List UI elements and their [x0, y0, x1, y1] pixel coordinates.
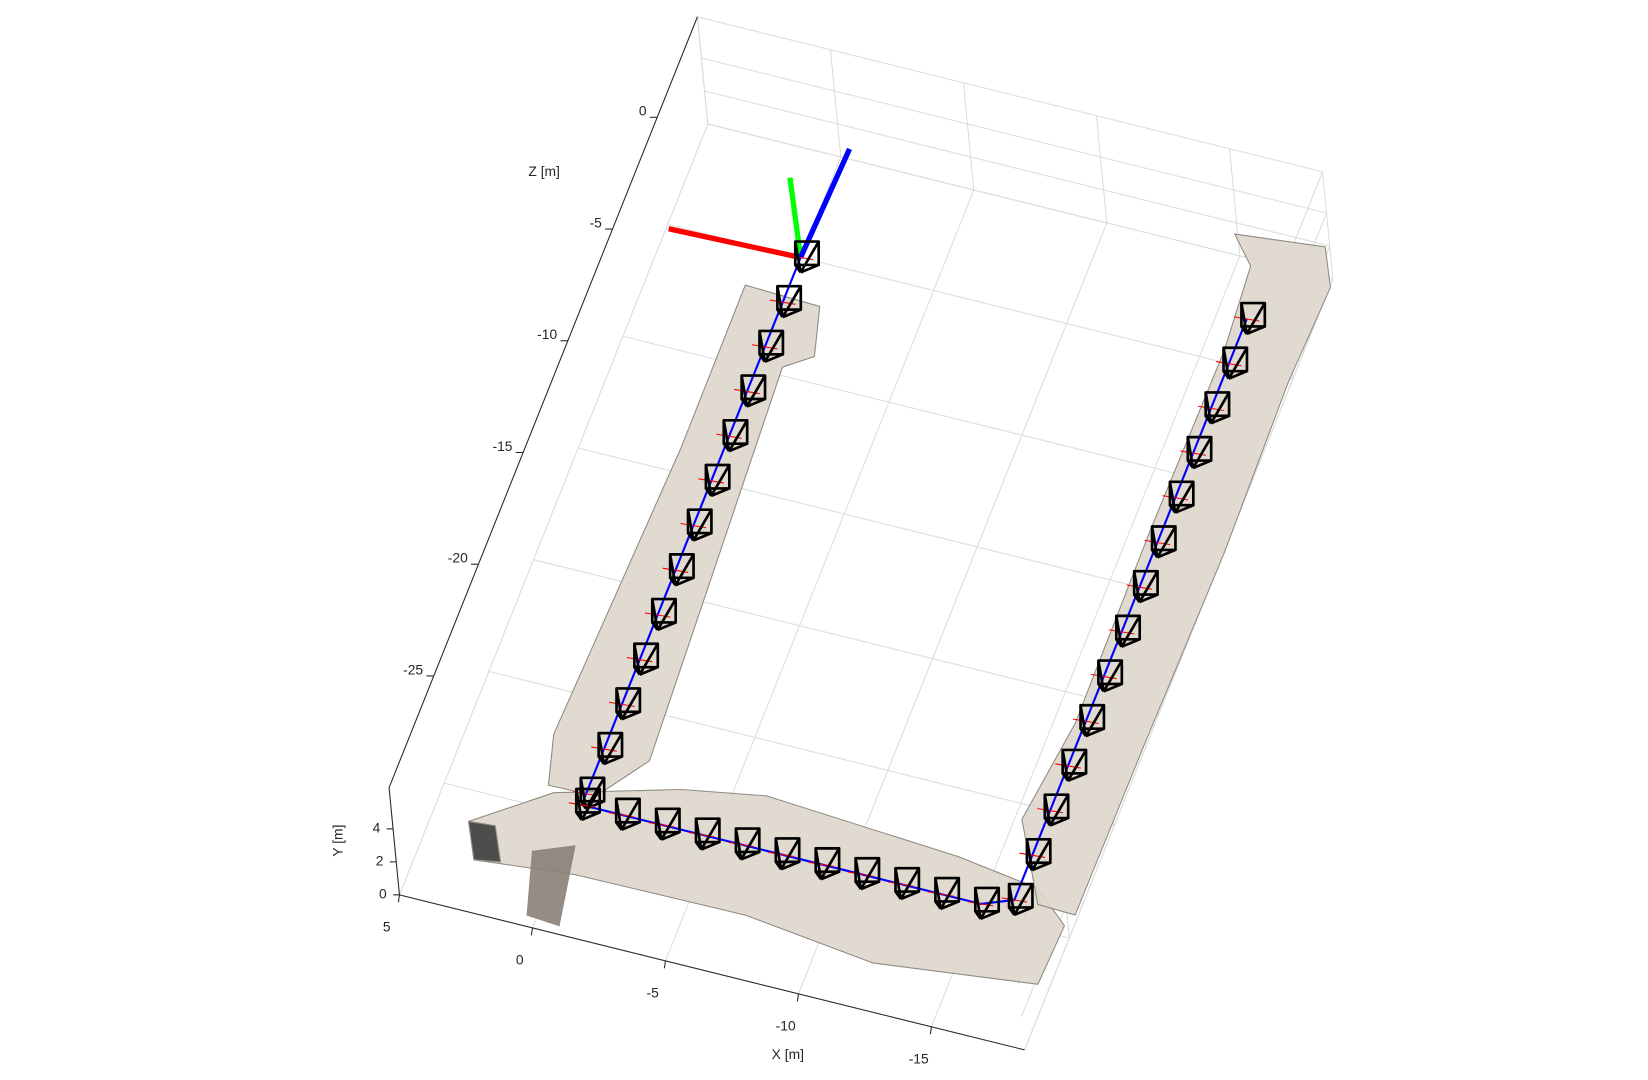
z-axis [388, 16, 698, 788]
x-tick [397, 894, 400, 903]
camera-pose [574, 787, 602, 822]
box-edge [1322, 171, 1334, 280]
camera-pose [934, 876, 961, 911]
camera-pose [1025, 838, 1052, 872]
y-tick-label: 2 [376, 853, 384, 869]
camera-pose [1079, 703, 1106, 738]
y-tick-label: 4 [373, 820, 381, 836]
grid-line [696, 16, 709, 125]
corridor-bottom [468, 788, 1066, 985]
axes: 5 0 -5 -10 -15 4 2 0 0 -5 -10 -15 -20 -25 [373, 16, 1025, 1066]
z-tick-label: -15 [493, 438, 513, 454]
camera-pose [704, 463, 731, 498]
camera-pose [793, 240, 821, 274]
camera-pose [1132, 569, 1159, 604]
origin-axis-x [668, 226, 802, 261]
camera-pose [1168, 480, 1195, 514]
camera-pose [633, 642, 660, 676]
camera-pose [894, 866, 921, 901]
camera-pose [740, 374, 767, 408]
point-cloud [467, 233, 1332, 985]
camera-pose [694, 817, 721, 851]
y-axis-label: Y [m] [329, 825, 345, 857]
y-tick-label: 0 [379, 886, 387, 902]
camera-pose [614, 797, 641, 831]
grid-line [701, 57, 1327, 214]
z-tick-label: -5 [590, 214, 603, 230]
camera-pose [722, 418, 749, 453]
z-axis-label: Z [m] [528, 163, 560, 179]
x-tick [663, 960, 666, 969]
wall-dark [526, 845, 576, 927]
grid-line [1024, 278, 1334, 1051]
camera-pose [758, 329, 785, 364]
z-tick-label: -20 [448, 550, 468, 566]
origin-axis-y [787, 177, 804, 258]
camera-pose [1222, 346, 1249, 380]
camera-pose [973, 886, 1001, 921]
origin-axis-z [798, 147, 852, 259]
x-axis-label: X [m] [772, 1046, 804, 1062]
x-tick-label: 0 [516, 951, 524, 967]
camera-pose [1007, 882, 1034, 917]
camera-pose [597, 731, 624, 766]
camera-pose [615, 687, 642, 721]
camera-pose [854, 856, 881, 891]
x-axis [399, 894, 1025, 1051]
camera-pose [776, 284, 803, 319]
camera-pose [1097, 659, 1124, 693]
plot [568, 147, 1267, 921]
z-tick-label: -25 [403, 661, 423, 677]
corridor-right [1021, 233, 1332, 916]
grid-line [1095, 115, 1108, 223]
grid-line [962, 82, 975, 190]
camera-pose [1240, 301, 1267, 336]
grid-line [398, 123, 709, 896]
x-tick [796, 993, 799, 1002]
box-edge [697, 16, 1323, 173]
camera-pose [1043, 793, 1070, 827]
grid-line [704, 90, 1330, 247]
camera-pose [654, 807, 681, 841]
wall-dark [467, 820, 502, 863]
x-tick [530, 927, 533, 936]
z-tick-label: -10 [537, 326, 557, 342]
x-tick-label: -15 [909, 1050, 929, 1066]
camera-pose [734, 827, 761, 861]
camera-pose [1186, 435, 1213, 470]
z-tick-label: 0 [639, 103, 647, 119]
camera-pose [774, 837, 801, 871]
camera-pose [1114, 614, 1142, 648]
camera-pose [1204, 391, 1231, 425]
camera-pose [668, 553, 695, 587]
x-tick-label: -5 [647, 984, 660, 1000]
x-tick [929, 1026, 932, 1035]
camera-pose [650, 597, 678, 632]
grid-line [829, 49, 842, 157]
x-tick-label: -10 [776, 1017, 796, 1033]
camera-pose [579, 776, 606, 810]
camera-pose [1150, 525, 1177, 559]
y-axis [388, 787, 400, 895]
camera-pose [686, 508, 713, 542]
grid-line [707, 123, 1334, 280]
x-tick-label: 5 [383, 918, 391, 934]
camera-pose [1061, 748, 1088, 783]
camera-pose [814, 847, 841, 881]
